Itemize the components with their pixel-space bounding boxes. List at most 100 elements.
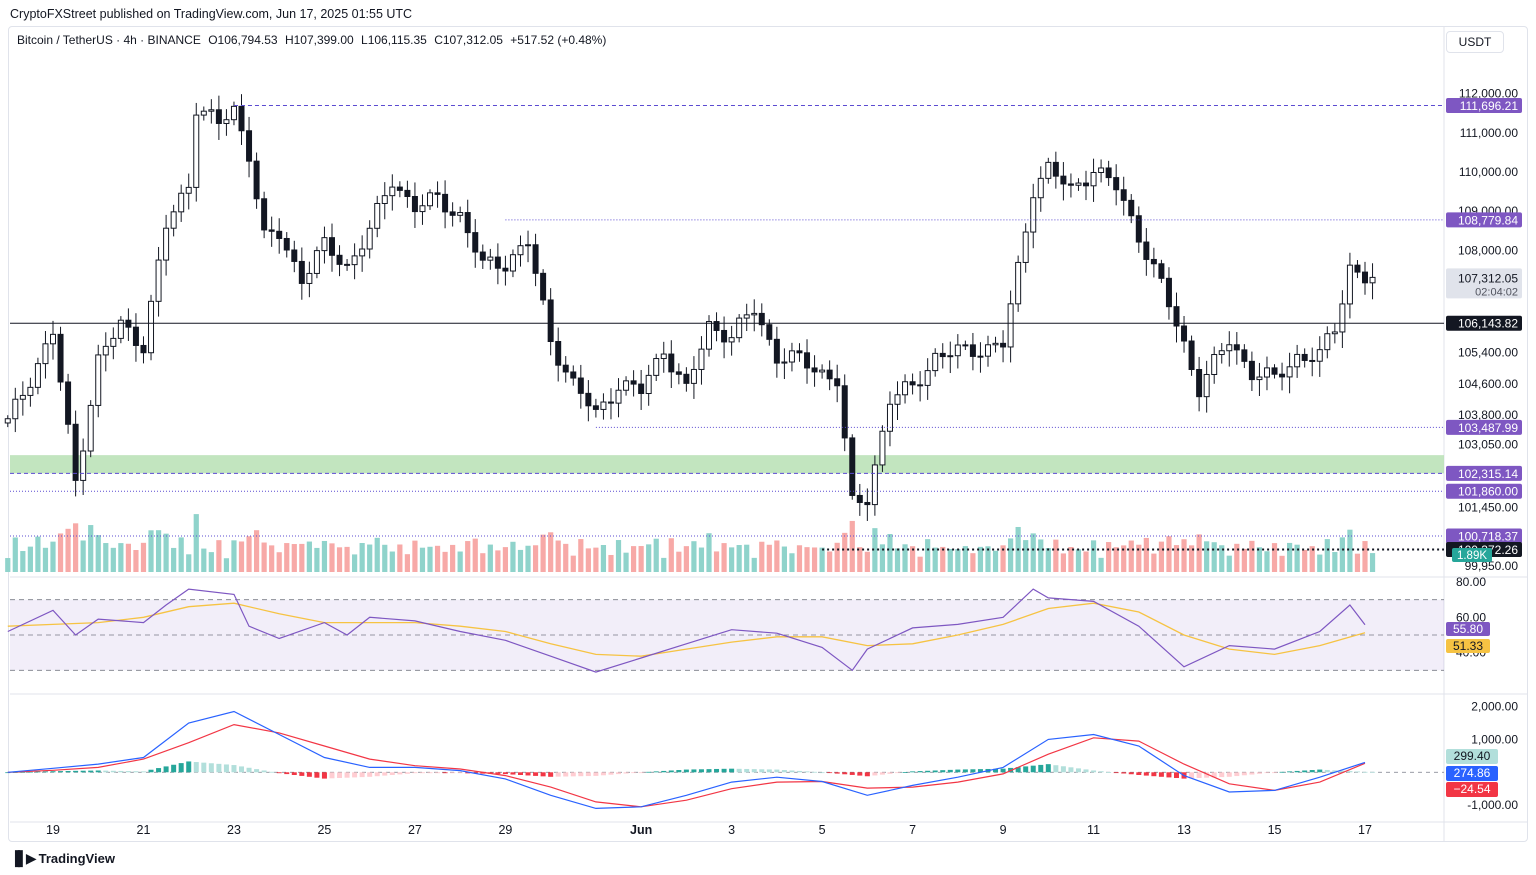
candle (570, 365, 577, 386)
volume-bar (819, 547, 825, 572)
macd-histogram-bar (653, 771, 659, 773)
candle (894, 381, 901, 421)
candle-body (525, 244, 532, 247)
volume-bar (985, 546, 991, 572)
candle-body (276, 230, 283, 239)
candle-body (1248, 360, 1255, 381)
candle-body (1241, 349, 1248, 362)
candle (411, 182, 418, 228)
footer-brand[interactable]: ▐▌▶ TradingView (10, 850, 115, 867)
macd-histogram-bar (1121, 772, 1127, 774)
candle-body (856, 494, 863, 503)
macd-histogram-bar (698, 769, 704, 773)
candle-body (359, 248, 366, 257)
macd-histogram-bar (1249, 772, 1255, 775)
candle (992, 336, 999, 353)
candle (1241, 344, 1248, 369)
candle (969, 332, 976, 371)
volume-bar (510, 541, 516, 572)
rsi-tick-label-1: 60.00 (1456, 610, 1486, 624)
macd-histogram-bar (344, 772, 350, 778)
candle (773, 326, 780, 378)
candle-body (185, 186, 192, 194)
candle-body (1279, 373, 1286, 378)
candle (404, 180, 411, 208)
macd-histogram-bar (525, 772, 531, 776)
macd-histogram-bar (857, 772, 863, 776)
volume-bar (1271, 543, 1278, 572)
candle (683, 367, 690, 392)
candle (954, 334, 961, 369)
level-label-bg-1 (1446, 212, 1522, 228)
volume-bar (178, 537, 184, 572)
candle (645, 364, 652, 406)
currency-button[interactable]: USDT (1446, 31, 1504, 53)
macd-histogram-bar (58, 771, 64, 773)
macd-histogram-bar (646, 771, 652, 773)
macd-histogram-bar (284, 772, 290, 775)
candle (902, 374, 909, 404)
candle-body (19, 394, 26, 400)
candle-body (27, 386, 34, 396)
candle-body (773, 338, 780, 364)
macd-histogram-bar (955, 769, 961, 773)
volume-bar (977, 546, 984, 572)
volume-bar (781, 546, 788, 572)
volume-bar (1090, 540, 1097, 572)
candle-body (917, 384, 924, 387)
current-price-label-bg (1446, 268, 1522, 299)
candle-body (954, 344, 961, 357)
candle-body (804, 352, 811, 369)
current-price-countdown: 02:04:02 (1475, 286, 1518, 298)
candle-body (819, 369, 826, 373)
candle-body (1075, 182, 1082, 186)
volume-bar (1249, 540, 1255, 572)
macd-histogram-bar (223, 764, 229, 773)
candle-body (442, 193, 449, 213)
volume-bar (1369, 553, 1376, 572)
candle (246, 116, 253, 178)
volume-bar (1286, 542, 1293, 572)
candle-body (600, 401, 607, 410)
candle (1113, 164, 1120, 206)
symbol-name[interactable]: Bitcoin / TetherUS · 4h · BINANCE (17, 33, 201, 47)
macd-histogram-bar (1324, 769, 1330, 773)
macd-histogram-bar (65, 770, 71, 773)
level-label-0: 111,696.21 (1460, 99, 1519, 113)
candle (856, 483, 863, 516)
volume-bar (698, 547, 705, 572)
volume-bar (1173, 545, 1180, 572)
candle (42, 331, 49, 379)
candle (1286, 352, 1293, 394)
candle (389, 174, 396, 211)
candle (442, 180, 449, 229)
macd-histogram-bar (570, 772, 576, 777)
volume-bar (653, 538, 659, 572)
candle-body (170, 211, 177, 229)
candle (1309, 347, 1316, 377)
candle-body (1301, 353, 1308, 361)
volume-bar (1354, 553, 1361, 572)
candle-body (313, 250, 320, 274)
candle (80, 438, 87, 495)
candle (638, 369, 645, 410)
candle (132, 313, 139, 362)
candle (261, 191, 268, 239)
candle-body (42, 343, 49, 365)
time-tick-label-9: 7 (909, 823, 916, 837)
macd-histogram-bar (95, 770, 101, 773)
candle (585, 380, 592, 422)
volume-bar (721, 543, 727, 572)
candle (577, 364, 584, 409)
volume-bar (502, 547, 509, 572)
candle (706, 315, 712, 357)
candle (947, 341, 954, 374)
candle (328, 223, 335, 272)
candle (1331, 323, 1338, 344)
macd-histogram-bar (1302, 770, 1308, 773)
macd-histogram-bar (993, 768, 999, 773)
macd-histogram-bar (819, 772, 825, 774)
candle-body (268, 229, 275, 232)
macd-histogram-bar (1309, 770, 1315, 773)
